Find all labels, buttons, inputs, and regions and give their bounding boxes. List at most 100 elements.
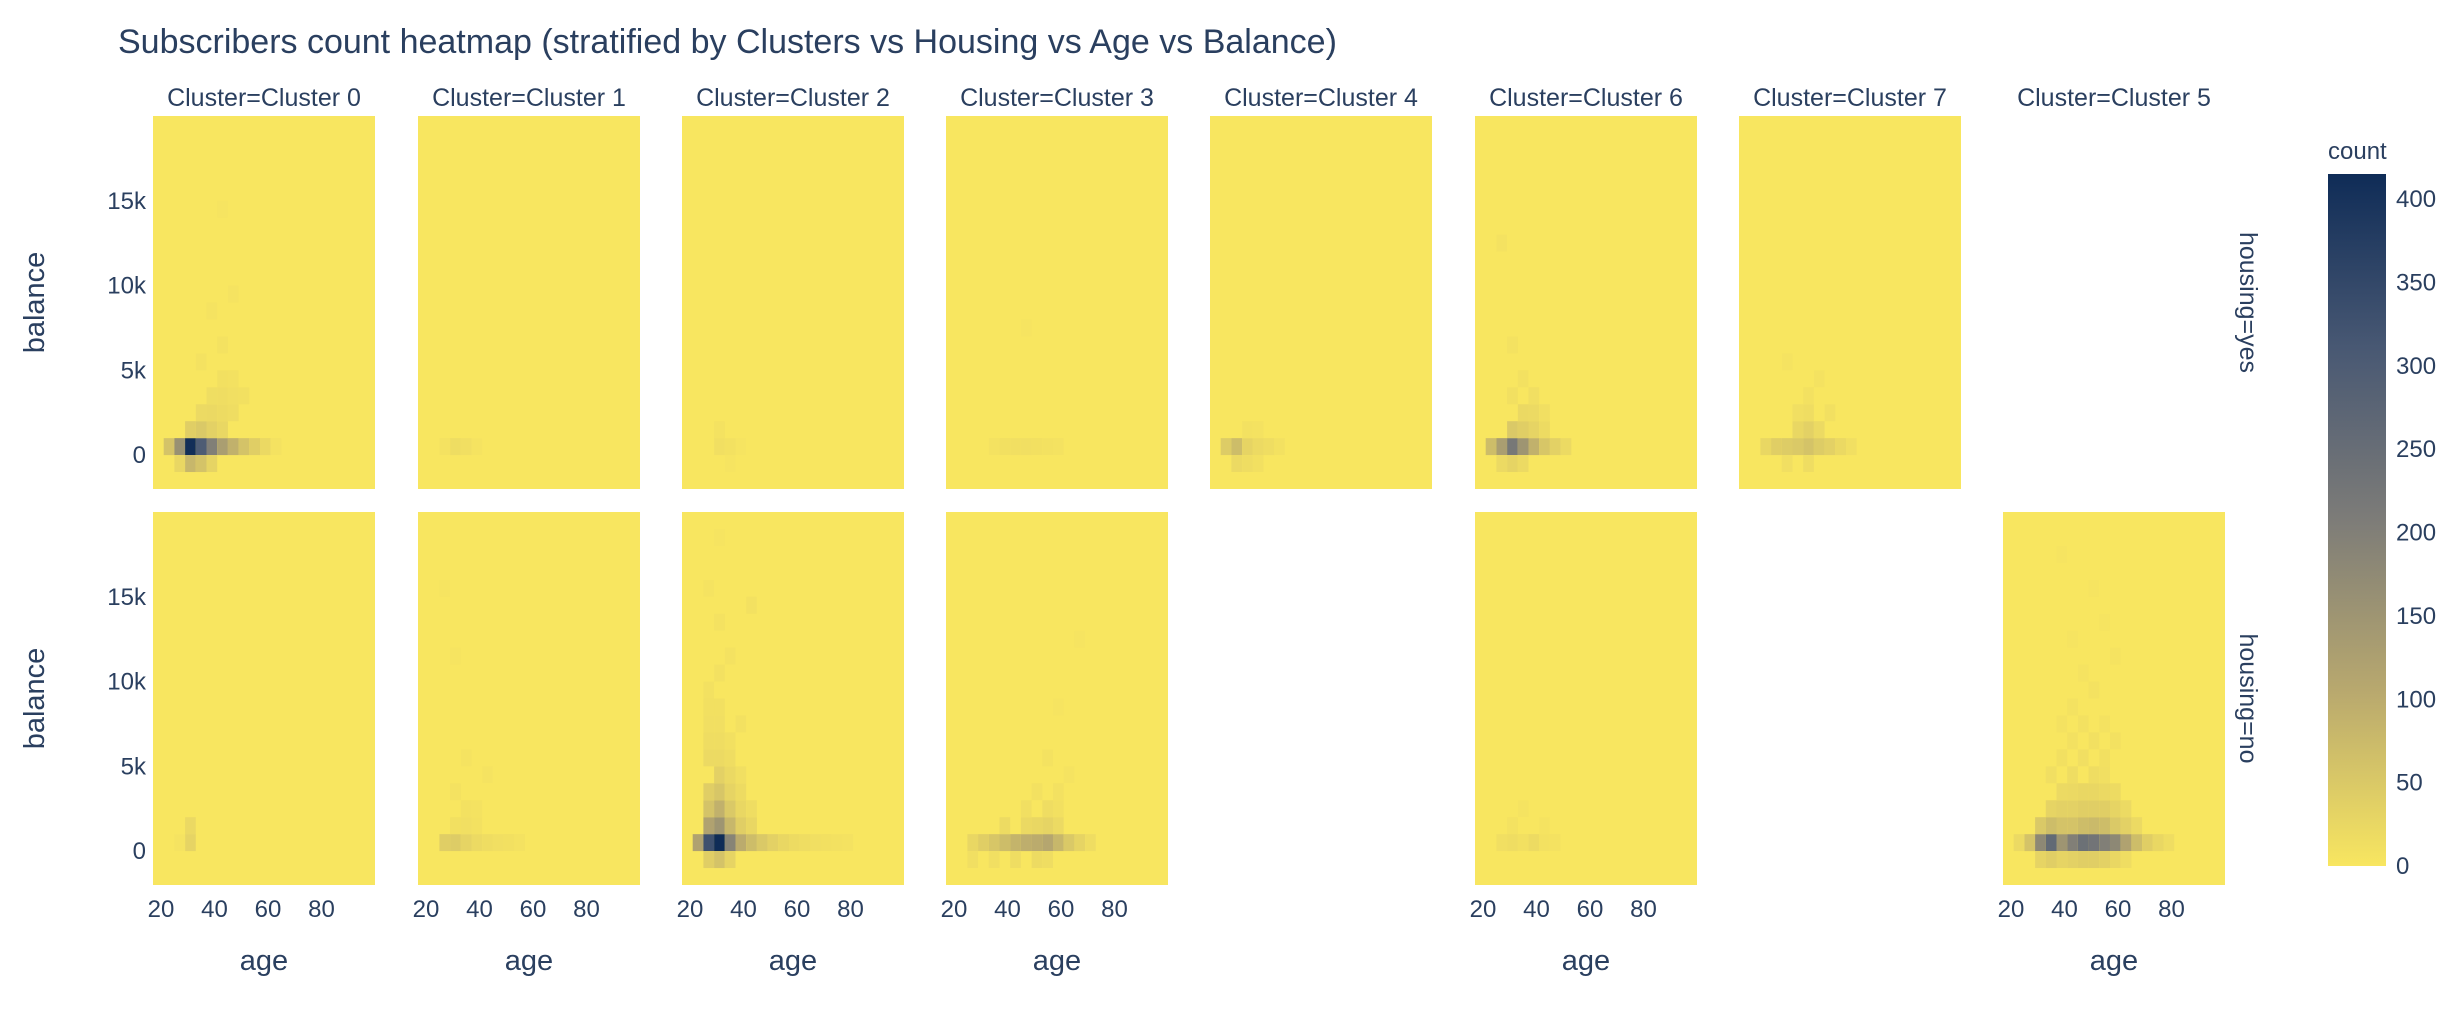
heatmap-cell [703, 732, 715, 750]
heatmap-cell [703, 817, 715, 835]
heatmap-cell [206, 421, 218, 439]
x-tick-label: 20 [941, 896, 968, 923]
heatmap-cell [185, 817, 196, 835]
heatmap-cell [1760, 438, 1772, 456]
colorbar: count 0 50 100 150 200 250 300 350 400 [2328, 138, 2436, 880]
heatmap-cell [1496, 438, 1508, 456]
panel-background [1739, 116, 1961, 489]
axes: Cluster=Cluster 0 Cluster=Cluster 1 Cluste… [19, 84, 2262, 977]
x-tick-label: 40 [730, 896, 757, 923]
heatmap-cell [1042, 800, 1053, 818]
facet-column-title: Cluster=Cluster 3 [960, 84, 1154, 112]
x-tick-label: 80 [573, 896, 600, 923]
heatmap-cell [2045, 800, 2057, 818]
heatmap-cell [2067, 698, 2078, 716]
heatmap-cell [967, 834, 979, 852]
heatmap-cell [1539, 438, 1550, 456]
heatmap-cell [1242, 455, 1253, 473]
heatmap-cell [2056, 749, 2068, 767]
heatmap-cell [1845, 438, 1857, 456]
heatmap-cell [2067, 783, 2078, 801]
heatmap-cell [1020, 834, 1032, 852]
heatmap-cell [714, 438, 725, 456]
heatmap-cell [482, 834, 493, 852]
heatmap-cell [1052, 817, 1064, 835]
heatmap-cell [735, 800, 747, 818]
heatmap-cell [2109, 851, 2121, 869]
heatmap-cell [2120, 817, 2132, 835]
heatmap-cell [1824, 404, 1836, 422]
heatmap-cell [450, 438, 461, 456]
heatmap-cell [2077, 800, 2089, 818]
heatmap-cell [703, 579, 715, 597]
heatmap-cell [227, 370, 239, 388]
heatmap-cell [2109, 783, 2121, 801]
heatmap-cell [2088, 579, 2100, 597]
heatmap-cell [714, 732, 725, 750]
heatmap-cell [2077, 783, 2089, 801]
heatmap-cell [185, 438, 196, 456]
x-tick-label: 60 [520, 896, 547, 923]
heatmap-cell [714, 851, 725, 869]
heatmap-cell [195, 421, 207, 439]
heatmap-cell [238, 438, 250, 456]
heatmap-cell [2056, 851, 2068, 869]
heatmap-cell [714, 766, 725, 784]
heatmap-cell [756, 834, 768, 852]
heatmap-cell [514, 834, 525, 852]
heatmap-cell [735, 766, 747, 784]
facet-column-title: Cluster=Cluster 6 [1489, 84, 1683, 112]
heatmap-cell [1528, 387, 1540, 405]
heatmap-cell [1771, 438, 1782, 456]
facet-column-title: Cluster=Cluster 4 [1224, 84, 1418, 112]
heatmap-panel [682, 116, 904, 489]
y-axis-title: balance [19, 252, 51, 354]
heatmap-cell [1813, 370, 1825, 388]
heatmap-cell [2067, 630, 2078, 648]
heatmap-cell [703, 698, 715, 716]
heatmap-cell [724, 834, 736, 852]
heatmap-cell [217, 370, 228, 388]
heatmap-cell [1803, 404, 1814, 422]
heatmap-cell [270, 438, 282, 456]
heatmap-cell [2099, 613, 2110, 631]
heatmap-cell [1507, 421, 1518, 439]
heatmap-cell [195, 353, 207, 371]
heatmap-cell [724, 455, 736, 473]
heatmap-cell [450, 834, 461, 852]
heatmap-cell [1517, 834, 1529, 852]
heatmap-cell [1052, 834, 1064, 852]
heatmap-cell [1220, 438, 1232, 456]
heatmap-cell [2067, 834, 2078, 852]
heatmap-cell [1803, 387, 1814, 405]
heatmap-cell [2163, 834, 2175, 852]
heatmap-cell [1803, 421, 1814, 439]
heatmap-cell [1242, 438, 1253, 456]
heatmap-cell [724, 766, 736, 784]
heatmap-cell [1517, 421, 1529, 439]
colorbar-tick-label: 200 [2396, 520, 2436, 547]
heatmap-cell [1042, 749, 1053, 767]
heatmap-panel [153, 116, 375, 489]
y-tick-label: 15k [107, 188, 147, 215]
heatmap-cell [2088, 766, 2100, 784]
y-tick-label: 15k [107, 584, 147, 611]
heatmap-cell [714, 817, 725, 835]
heatmap-cell [1063, 834, 1075, 852]
heatmap-cell [724, 732, 736, 750]
heatmap-cell [1031, 438, 1043, 456]
heatmap-cell [2088, 817, 2100, 835]
colorbar-tick-label: 150 [2396, 603, 2436, 630]
heatmap-cell [217, 336, 228, 354]
heatmap-cell [2099, 749, 2110, 767]
heatmap-cell [714, 698, 725, 716]
heatmap-cell [450, 783, 461, 801]
heatmap-cell [988, 834, 1000, 852]
x-tick-label: 80 [1101, 896, 1128, 923]
heatmap-cell [1010, 851, 1021, 869]
heatmap-cell [1517, 438, 1529, 456]
heatmap-cell [2099, 834, 2110, 852]
heatmap-cell [249, 438, 260, 456]
heatmap-cell [1042, 817, 1053, 835]
heatmap-cell [2109, 817, 2121, 835]
